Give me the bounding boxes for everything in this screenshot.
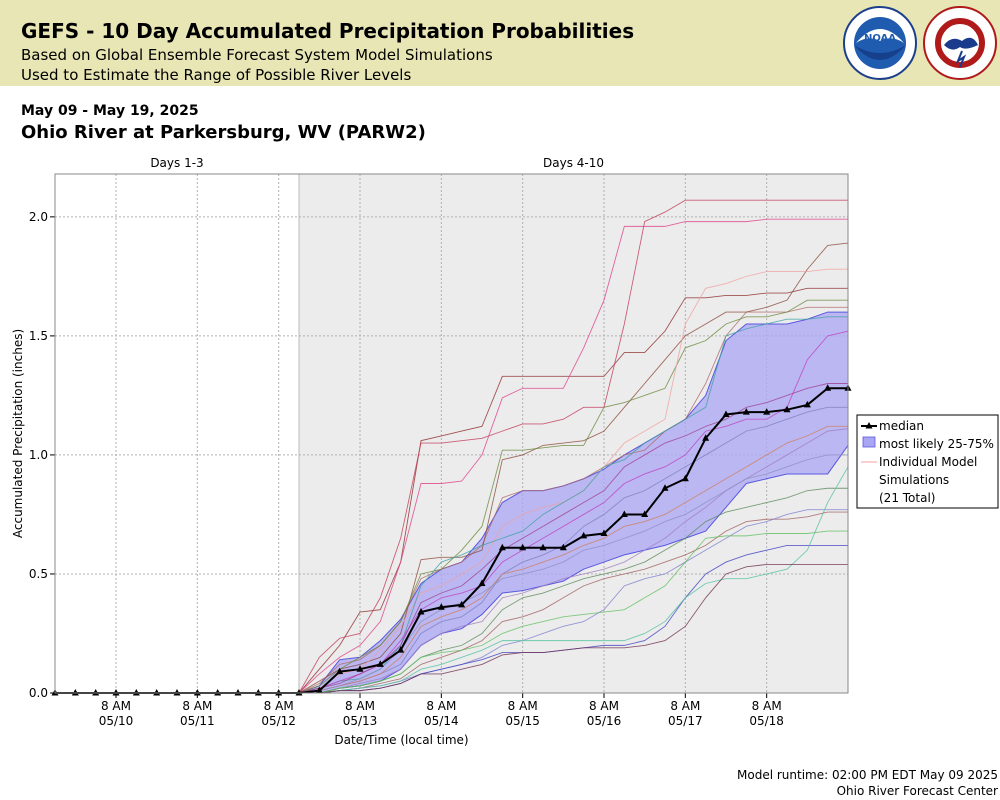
median-marker [376, 660, 384, 667]
median-marker [559, 543, 567, 551]
y-tick-label: 2.0 [29, 210, 48, 224]
y-axis-label: Accumulated Precipitation (inches) [11, 329, 25, 538]
forecast-center: Ohio River Forecast Center [836, 784, 998, 798]
median-marker [478, 579, 486, 586]
median-marker [763, 408, 771, 415]
x-tick-label-date: 05/14 [424, 714, 459, 728]
median-marker [112, 689, 120, 696]
median-marker [620, 510, 628, 517]
x-tick-label-time: 8 AM [508, 699, 538, 713]
svg-text:NOAA: NOAA [864, 33, 896, 44]
median-marker [153, 689, 161, 696]
median-marker [295, 689, 303, 696]
x-tick-label-time: 8 AM [589, 699, 619, 713]
median-marker [275, 689, 283, 696]
y-tick-label: 1.5 [29, 329, 48, 343]
median-marker [193, 689, 201, 696]
legend-box [856, 414, 999, 509]
median-marker [702, 434, 710, 441]
median-marker [824, 384, 832, 391]
median-marker [315, 686, 323, 694]
x-tick-label-date: 05/18 [749, 714, 784, 728]
x-tick-label-time: 8 AM [752, 699, 782, 713]
median-marker [417, 608, 425, 615]
legend-entry: Individual Model [879, 455, 977, 469]
x-tick-label-date: 05/16 [587, 714, 622, 728]
legend-median-marker [865, 422, 873, 429]
legend-entry: Simulations [879, 473, 949, 487]
noaa-logo: NOAA [843, 6, 917, 80]
date-range: May 09 - May 19, 2025 [21, 103, 199, 119]
region-label-days-4-10: Days 4-10 [543, 156, 604, 170]
median-marker [722, 410, 730, 417]
x-tick-label-time: 8 AM [345, 699, 375, 713]
median-marker [397, 646, 405, 653]
y-tick-label: 1.0 [29, 448, 48, 462]
median-marker [519, 543, 527, 551]
median-marker [661, 484, 669, 491]
header-banner: GEFS - 10 Day Accumulated Precipitation … [0, 0, 1000, 86]
y-tick-label: 0.5 [29, 567, 48, 581]
x-tick-label-time: 8 AM [264, 699, 294, 713]
x-tick-label-time: 8 AM [670, 699, 700, 713]
x-tick-label-date: 05/10 [99, 714, 134, 728]
x-tick-label-time: 8 AM [426, 699, 456, 713]
median-marker [539, 543, 547, 551]
x-axis-label: Date/Time (local time) [334, 733, 468, 747]
plot-frame [54, 173, 849, 694]
x-tick-label-date: 05/17 [668, 714, 703, 728]
legend-entry: most likely 25-75% [879, 437, 994, 451]
page-subtitle: Based on Global Ensemble Forecast System… [21, 46, 493, 64]
y-tick-label: 0.0 [29, 686, 48, 700]
region-label-days-1-3: Days 1-3 [150, 156, 203, 170]
median-marker [641, 510, 649, 517]
page-subtitle-2: Used to Estimate the Range of Possible R… [21, 66, 412, 84]
median-marker [803, 400, 811, 408]
median-marker [336, 667, 344, 675]
x-tick-label-date: 05/12 [261, 714, 296, 728]
x-tick-label-date: 05/15 [505, 714, 540, 728]
x-tick-label-date: 05/11 [180, 714, 215, 728]
model-runtime: Model runtime: 02:00 PM EDT May 09 2025 [737, 768, 998, 782]
median-marker [498, 543, 506, 551]
chart-legend: median most likely 25-75% Individual Model… [856, 414, 999, 509]
median-marker [437, 603, 445, 610]
legend-band-swatch [862, 436, 876, 448]
median-marker [742, 408, 750, 415]
median-marker [580, 531, 588, 539]
median-marker [132, 689, 140, 696]
median-marker [71, 689, 79, 696]
x-tick-label-date: 05/13 [343, 714, 378, 728]
national-weather-service-logo [923, 6, 997, 80]
median-marker [173, 689, 181, 696]
legend-entry: (21 Total) [879, 491, 935, 505]
legend-entry: median [879, 419, 924, 433]
median-marker [600, 529, 608, 536]
x-tick-label-time: 8 AM [101, 699, 131, 713]
median-marker [254, 689, 262, 696]
median-marker [234, 689, 242, 696]
median-marker [681, 474, 689, 482]
median-marker [214, 689, 222, 696]
station-name: Ohio River at Parkersburg, WV (PARW2) [21, 122, 426, 143]
median-marker [92, 689, 100, 696]
median-marker [783, 405, 791, 413]
median-marker [356, 665, 364, 672]
median-marker [458, 600, 466, 608]
x-tick-label-time: 8 AM [182, 699, 212, 713]
page-title: GEFS - 10 Day Accumulated Precipitation … [21, 19, 635, 43]
